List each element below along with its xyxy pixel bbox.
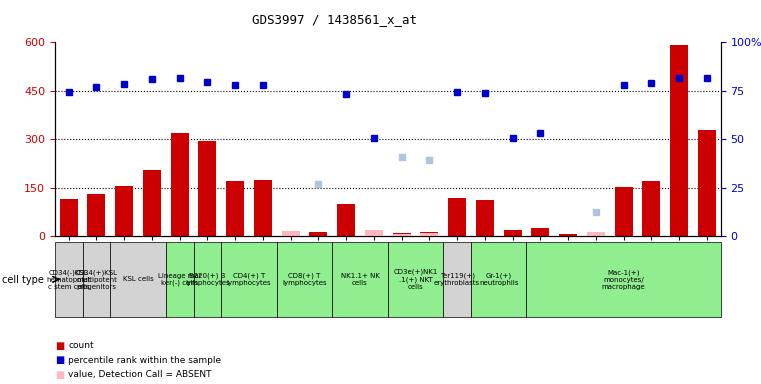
Bar (587, 232, 605, 236)
Bar (88, 194, 106, 236)
Bar (365, 230, 383, 236)
Bar (170, 133, 189, 236)
Bar (531, 228, 549, 236)
Text: ■: ■ (55, 370, 64, 380)
Bar (199, 141, 216, 236)
Text: cell type: cell type (2, 275, 43, 285)
Bar (471, 242, 527, 317)
Text: value, Detection Call = ABSENT: value, Detection Call = ABSENT (68, 370, 212, 379)
Bar (420, 233, 438, 236)
Bar (587, 232, 605, 236)
Bar (277, 242, 333, 317)
Text: CD4(+) T
lymphocytes: CD4(+) T lymphocytes (227, 273, 272, 286)
Bar (670, 45, 688, 236)
Text: GDS3997 / 1438561_x_at: GDS3997 / 1438561_x_at (253, 13, 417, 26)
Bar (527, 242, 721, 317)
Bar (476, 200, 494, 236)
Text: B220(+) B
lymphocytes: B220(+) B lymphocytes (185, 273, 230, 286)
Bar (254, 180, 272, 236)
Text: CD8(+) T
lymphocytes: CD8(+) T lymphocytes (282, 273, 326, 286)
Bar (559, 233, 577, 236)
Text: KSL cells: KSL cells (123, 276, 154, 282)
Text: ■: ■ (55, 355, 64, 365)
Text: count: count (68, 341, 94, 350)
Text: CD3e(+)NK1
.1(+) NKT
cells: CD3e(+)NK1 .1(+) NKT cells (393, 269, 438, 290)
Bar (55, 242, 82, 317)
Bar (59, 199, 78, 236)
Bar (82, 242, 110, 317)
Bar (115, 186, 133, 236)
Bar (193, 242, 221, 317)
Bar (337, 204, 355, 236)
Bar (443, 242, 471, 317)
Bar (310, 232, 327, 236)
Text: ■: ■ (55, 341, 64, 351)
Bar (166, 242, 193, 317)
Bar (642, 180, 661, 236)
Bar (226, 181, 244, 236)
Text: Lineage mar
ker(-) cells: Lineage mar ker(-) cells (158, 273, 202, 286)
Text: Ter119(+)
erythroblasts: Ter119(+) erythroblasts (434, 273, 480, 286)
Text: NK1.1+ NK
cells: NK1.1+ NK cells (340, 273, 380, 286)
Bar (282, 231, 300, 236)
Bar (393, 233, 411, 236)
Bar (221, 242, 277, 317)
Bar (420, 232, 438, 236)
Text: Gr-1(+)
neutrophils: Gr-1(+) neutrophils (479, 273, 518, 286)
Text: Mac-1(+)
monocytes/
macrophage: Mac-1(+) monocytes/ macrophage (602, 269, 645, 290)
Bar (110, 242, 166, 317)
Bar (698, 130, 716, 236)
Bar (143, 170, 161, 236)
Bar (393, 233, 411, 236)
Bar (504, 230, 521, 236)
Bar (448, 198, 466, 236)
Bar (615, 187, 632, 236)
Text: CD34(-)KSL
hematopoiet
c stem cells: CD34(-)KSL hematopoiet c stem cells (46, 269, 91, 290)
Text: CD34(+)KSL
multipotent
progenitors: CD34(+)KSL multipotent progenitors (75, 269, 118, 290)
Bar (387, 242, 443, 317)
Bar (282, 231, 300, 236)
Bar (365, 230, 383, 236)
Text: percentile rank within the sample: percentile rank within the sample (68, 356, 221, 365)
Bar (333, 242, 387, 317)
